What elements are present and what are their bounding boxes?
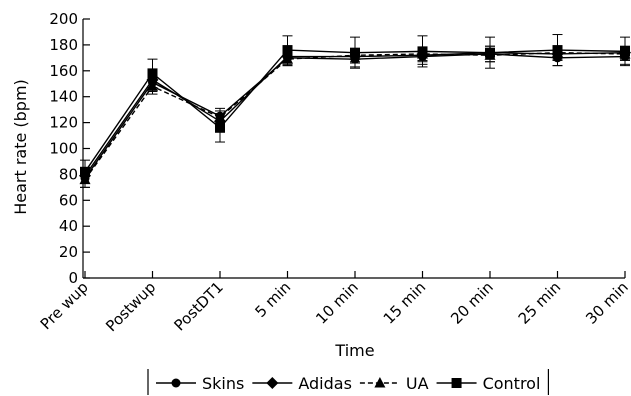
data-point (485, 47, 495, 58)
legend-marker-square (451, 378, 462, 388)
y-tick-label: 200 (49, 10, 78, 28)
x-tick-label: 5 min (251, 278, 294, 321)
series-layer (79, 34, 631, 188)
data-point (350, 47, 360, 58)
x-tick-label: 10 min (312, 278, 362, 328)
data-point (215, 122, 225, 133)
x-tick-label: 30 min (582, 278, 631, 328)
y-tick-label: 20 (59, 243, 78, 261)
legend-label: UA (406, 374, 429, 393)
legend-label: Skins (202, 374, 244, 393)
legend: Skins Adidas UA Control (147, 369, 550, 395)
x-tick-label: PostDT1 (171, 278, 227, 334)
legend-marker-triangle (374, 377, 386, 388)
data-point (282, 45, 293, 56)
y-tick-label: 120 (49, 114, 78, 132)
x-tick-label: 25 min (515, 278, 565, 328)
y-tick-label: 160 (49, 62, 78, 80)
x-tick-label: 15 min (380, 278, 430, 328)
series-line (84, 51, 626, 180)
legend-marker-circle (171, 378, 181, 388)
data-point (620, 46, 630, 57)
y-tick-label: 60 (59, 191, 78, 209)
series-line (84, 51, 626, 177)
y-tick-label: 140 (49, 88, 78, 106)
y-tick-label: 80 (59, 165, 78, 183)
data-point (80, 166, 90, 177)
data-point (417, 46, 428, 57)
legend-marker-diamond (266, 377, 279, 389)
x-axis-title: Time (334, 341, 374, 360)
y-tick-label: 0 (68, 269, 78, 287)
x-tick-label: Postwup (102, 278, 159, 335)
legend-label: Adidas (298, 374, 352, 393)
series-control (80, 34, 630, 184)
series-line (84, 53, 626, 179)
y-tick-label: 100 (49, 140, 78, 158)
x-tick-label: Pre wup (37, 278, 92, 333)
y-tick-label: 180 (49, 36, 78, 54)
y-axis-title: Heart rate (bpm) (11, 79, 30, 215)
data-point (552, 45, 563, 56)
data-point (147, 68, 158, 79)
x-tick-label: 20 min (447, 278, 497, 328)
legend-label: Control (483, 374, 541, 393)
y-tick-label: 40 (59, 217, 78, 235)
legend-box (148, 369, 549, 395)
